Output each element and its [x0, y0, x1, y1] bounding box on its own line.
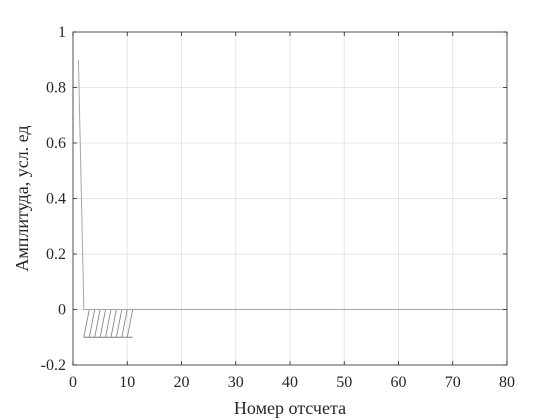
plot-area — [77, 59, 507, 338]
x-tick-label: 30 — [228, 374, 244, 391]
y-tick-label: 0 — [58, 302, 66, 319]
hatch-line — [88, 309, 96, 338]
hatch-line — [94, 309, 101, 338]
hatch-line — [126, 309, 134, 338]
hatch-line — [99, 309, 106, 338]
tick-labels: 0 10 20 30 40 50 60 70 80-0.200.20.40.60.81 — [41, 24, 515, 391]
grid — [73, 32, 507, 365]
x-tick-label: 20 — [174, 374, 190, 391]
y-tick-label: -0.2 — [41, 357, 66, 374]
x-tick-label: 50 — [336, 374, 352, 391]
x-tick-label: 0 — [69, 374, 77, 391]
y-tick-label: 1 — [58, 24, 66, 41]
y-axis-label: Амплитуда, усл. ед — [12, 125, 32, 271]
x-tick-label: 70 — [445, 374, 461, 391]
x-tick-label: 40 — [282, 374, 298, 391]
x-axis-label: Номер отсчета — [234, 398, 346, 418]
y-tick-label: 0.6 — [46, 135, 66, 152]
x-tick-label: 80 — [499, 374, 515, 391]
x-tick-label: 60 — [391, 374, 407, 391]
y-tick-label: 0.8 — [46, 80, 66, 97]
series-line — [77, 59, 507, 310]
y-tick-label: 0.2 — [46, 246, 66, 263]
hatch-line — [110, 309, 117, 338]
hatch-line — [83, 309, 90, 338]
hatch-line — [116, 309, 123, 338]
x-tick-label: 10 — [119, 374, 135, 391]
y-tick-label: 0.4 — [46, 191, 66, 208]
hatch-line — [105, 309, 112, 338]
axes — [72, 31, 508, 366]
hatch-line — [121, 309, 128, 338]
